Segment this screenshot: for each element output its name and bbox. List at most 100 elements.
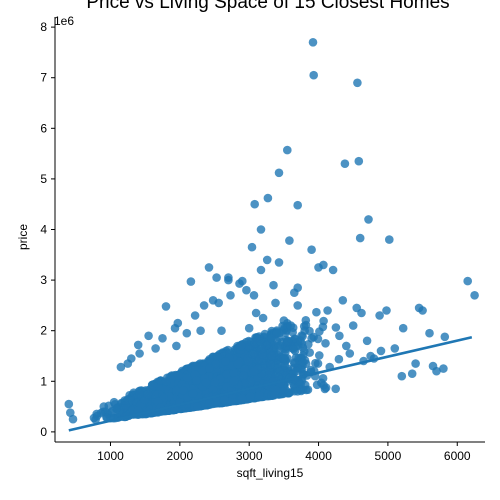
data-point bbox=[271, 298, 280, 308]
data-point bbox=[246, 392, 255, 401]
data-point bbox=[201, 378, 211, 387]
data-point bbox=[338, 296, 348, 305]
data-point bbox=[255, 337, 265, 346]
data-point bbox=[440, 332, 450, 342]
data-point bbox=[283, 145, 292, 155]
data-point bbox=[308, 38, 318, 47]
data-point bbox=[205, 399, 214, 408]
data-point bbox=[220, 395, 229, 405]
data-point bbox=[133, 406, 143, 415]
chart-title: Price vs Living Space of 15 Closest Home… bbox=[86, 0, 449, 13]
data-point bbox=[229, 368, 238, 378]
data-point bbox=[335, 331, 344, 341]
data-point bbox=[257, 344, 267, 354]
data-point bbox=[312, 307, 321, 317]
data-point bbox=[290, 288, 299, 298]
x-tick-label: 5000 bbox=[375, 449, 402, 463]
data-point bbox=[300, 326, 310, 336]
data-point bbox=[318, 374, 328, 383]
x-tick-label: 3000 bbox=[236, 449, 263, 463]
x-tick-label: 6000 bbox=[444, 449, 471, 463]
data-point bbox=[161, 377, 171, 386]
data-point bbox=[269, 280, 278, 290]
data-point bbox=[247, 242, 257, 252]
data-point bbox=[279, 354, 288, 363]
data-point bbox=[133, 340, 143, 350]
data-point bbox=[331, 384, 341, 394]
data-point bbox=[293, 301, 303, 310]
data-point bbox=[172, 341, 181, 351]
data-point bbox=[91, 415, 100, 424]
data-point bbox=[286, 321, 296, 330]
data-point bbox=[300, 356, 310, 365]
data-point bbox=[210, 377, 220, 387]
data-point bbox=[397, 371, 407, 381]
data-point bbox=[285, 236, 294, 245]
data-point bbox=[249, 291, 259, 300]
data-point bbox=[224, 273, 233, 282]
data-point bbox=[188, 389, 198, 399]
data-point bbox=[208, 385, 218, 394]
data-point bbox=[357, 308, 366, 318]
data-point bbox=[205, 354, 214, 364]
data-point bbox=[289, 344, 299, 354]
data-point bbox=[293, 200, 303, 210]
data-point bbox=[270, 390, 279, 400]
data-point bbox=[250, 199, 259, 209]
data-point bbox=[249, 367, 259, 376]
y-tick-label: 5 bbox=[40, 172, 47, 186]
x-tick-label: 1000 bbox=[97, 449, 124, 463]
data-point bbox=[221, 357, 230, 366]
data-point bbox=[233, 359, 243, 369]
data-point bbox=[135, 389, 144, 399]
data-point bbox=[272, 328, 282, 338]
data-point bbox=[161, 302, 171, 311]
data-point bbox=[366, 351, 375, 361]
data-point bbox=[251, 308, 261, 318]
data-point bbox=[240, 364, 249, 374]
data-point bbox=[204, 263, 214, 272]
data-point bbox=[290, 358, 300, 368]
data-point bbox=[262, 255, 272, 265]
data-point bbox=[96, 408, 106, 418]
data-point bbox=[112, 404, 121, 414]
data-point bbox=[246, 378, 255, 387]
data-point bbox=[288, 328, 298, 337]
data-point bbox=[315, 351, 324, 360]
data-point bbox=[353, 78, 362, 88]
data-point bbox=[173, 370, 183, 380]
data-point bbox=[190, 311, 200, 320]
data-point bbox=[342, 341, 351, 351]
data-point bbox=[385, 235, 394, 244]
data-point bbox=[135, 349, 144, 358]
data-point bbox=[300, 347, 309, 356]
data-point bbox=[68, 414, 78, 424]
data-point bbox=[244, 323, 254, 333]
data-point bbox=[120, 396, 129, 405]
data-point bbox=[192, 376, 201, 385]
data-point bbox=[274, 168, 284, 178]
data-point bbox=[266, 333, 276, 343]
y-tick-label: 4 bbox=[40, 223, 47, 237]
data-point bbox=[211, 359, 220, 369]
data-point bbox=[258, 313, 268, 323]
data-point bbox=[364, 215, 373, 224]
data-point bbox=[116, 362, 126, 372]
y-tick-label: 2 bbox=[40, 324, 47, 338]
data-point bbox=[236, 341, 246, 351]
x-tick-label: 4000 bbox=[305, 449, 332, 463]
data-point bbox=[398, 323, 408, 333]
axes-layer: 1000 2000 3000 4000 5000 6000 0 1 2 3 4 5 6 7 8 bbox=[40, 17, 485, 463]
data-point bbox=[355, 233, 365, 243]
data-point bbox=[428, 361, 438, 371]
y-tick-label: 3 bbox=[40, 273, 47, 287]
data-point bbox=[255, 390, 264, 400]
y-tick-label: 1 bbox=[40, 374, 47, 388]
data-point bbox=[212, 273, 221, 282]
data-point bbox=[239, 371, 248, 380]
data-point bbox=[182, 328, 192, 338]
data-point bbox=[186, 277, 196, 286]
data-point bbox=[470, 291, 479, 300]
data-point bbox=[312, 380, 322, 390]
data-point bbox=[266, 360, 275, 369]
